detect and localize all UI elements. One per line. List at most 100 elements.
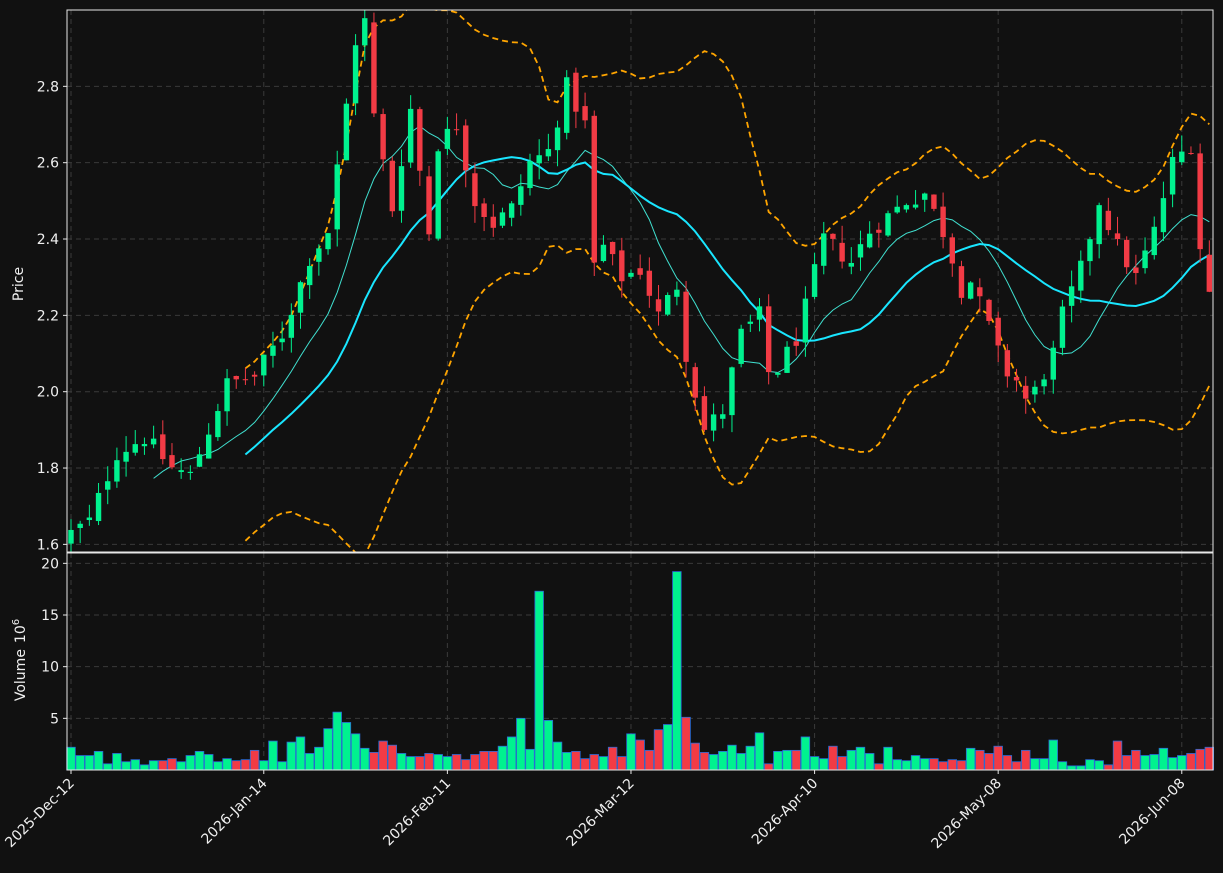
candle [389,156,395,217]
volume-bar [773,751,783,771]
candle-body [1041,379,1047,387]
volume-bar [148,760,159,771]
candle-body [582,106,588,121]
candle-body [325,233,331,250]
candle [463,119,469,188]
volume-bar [1066,765,1077,771]
volume-bar [158,760,168,771]
volume-bar [66,746,76,771]
candle-body [967,282,974,299]
volume-bar [718,751,728,771]
volume-bar [1112,740,1123,771]
price-y-ticks: 1.6 1.8 2.0 2.2 2.4 2.6 2.8 [37,79,67,553]
candle-body [876,229,882,233]
candle-body [600,244,607,262]
candle-body [160,434,166,460]
volume-bar [819,758,829,771]
candle-body [977,287,983,297]
candle [967,281,974,300]
candle-body [628,272,634,277]
volume-bar [1140,755,1150,771]
candle [1059,299,1066,356]
candle-body [701,396,708,430]
candle [1142,237,1148,274]
candle-body [591,115,597,263]
candle-body [949,237,955,264]
candle-body [288,314,295,338]
volume-bar [103,763,113,771]
volume-panel-grid [67,553,1213,770]
candle-body [912,204,919,208]
volume-bar [332,711,342,771]
volume-bar [1195,748,1205,771]
candle [453,113,460,136]
volume-bar [901,760,912,771]
candle-body [352,45,359,104]
candle [270,331,276,368]
candle [426,165,432,242]
volume-bar [653,729,664,771]
volume-bar [525,748,535,771]
lower-band-line [244,244,1211,552]
volume-bar [745,745,756,771]
candle [655,285,662,326]
volume-bar [828,745,838,771]
candle [224,369,230,426]
candle [1013,368,1020,392]
candle-body [435,151,441,239]
candle [233,375,239,389]
candle-body [1013,376,1020,381]
price-tick-label: 2.0 [37,385,59,401]
volume-bar [708,754,719,771]
volume-bar [203,754,214,771]
volume-bar [809,756,820,771]
volume-bar [534,590,544,771]
candle [628,269,634,279]
candle [848,247,854,275]
candle [564,70,570,140]
volume-bar [1186,753,1196,771]
candle-body [554,127,561,151]
candle [536,139,542,180]
candle-body [123,451,129,462]
candle [316,244,322,276]
candle-body [334,164,340,230]
candle-body [646,270,653,296]
volume-axis-label-exponent: 6 [11,619,22,625]
candle-body [995,317,1001,346]
volume-bar [736,753,746,771]
candle [527,153,533,196]
candle [619,237,625,298]
volume-bar [1076,765,1086,771]
candle-body [261,354,267,376]
price-tick-label: 2.4 [37,232,59,248]
candle-body [931,194,937,209]
candle-body [114,460,120,482]
volume-bar [75,755,85,771]
volume-bar [607,746,618,771]
volume-bar [598,756,609,771]
volume-bar [552,741,563,771]
candle-body [270,345,276,356]
volume-bar [763,763,774,771]
volume-bar [194,751,205,771]
candle [352,34,359,116]
candle-body [1059,306,1066,348]
candle-body [655,299,662,312]
volume-bar [185,755,196,771]
volume-bars-series [66,571,1215,771]
volume-bar [993,745,1003,771]
volume-bar [176,761,186,771]
volume-bar [699,752,710,771]
candle-body [279,338,285,343]
volume-bar [314,746,324,771]
volume-bar [424,753,434,771]
candle-body [499,212,506,226]
candle [793,327,799,356]
candle-body [481,203,487,217]
volume-bar [644,749,655,771]
candle-body [866,233,873,248]
candle [1050,340,1056,394]
volume-bar [589,754,599,771]
candle-body [407,108,414,163]
